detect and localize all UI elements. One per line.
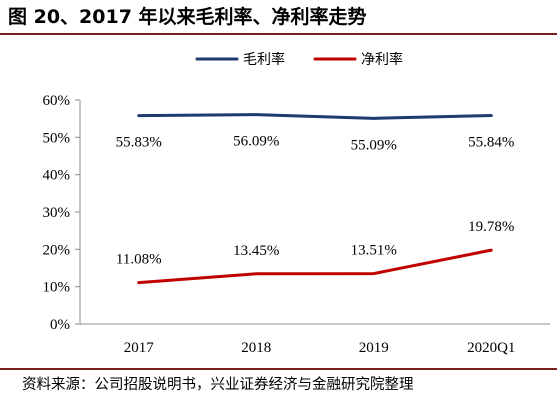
x-tick-label: 2018: [241, 340, 271, 356]
x-tick-label: 2017: [124, 340, 155, 356]
data-label: 13.51%: [351, 243, 397, 259]
line-chart: 0% 10% 20% 30% 40% 50% 60% 2017 2018 2019 2020Q1 55…: [43, 51, 550, 356]
y-tick-label: 20%: [43, 242, 71, 258]
y-tick-label: 50%: [43, 130, 71, 146]
data-label: 55.84%: [468, 135, 514, 151]
data-label: 13.45%: [233, 243, 279, 259]
x-tick-label: 2019: [359, 340, 389, 356]
y-tick-label: 30%: [43, 205, 71, 221]
series-line-1: [137, 113, 493, 120]
data-label: 55.83%: [116, 135, 162, 151]
figure-title: 图 20、2017 年以来毛利率、净利率走势: [8, 6, 367, 28]
source-rule: [0, 368, 557, 370]
data-label: 55.09%: [351, 137, 397, 153]
data-label: 19.78%: [468, 219, 514, 235]
source-note: 资料来源：公司招股说明书，兴业证券经济与金融研究院整理: [22, 377, 414, 393]
title-rule: [0, 33, 557, 35]
y-tick-label: 40%: [43, 168, 71, 184]
y-tick-label: 0%: [50, 317, 70, 333]
y-tick-label: 10%: [43, 280, 71, 296]
data-label: 11.08%: [116, 252, 162, 268]
x-tick-label: 2020Q1: [467, 340, 515, 356]
legend-label-1: 毛利率: [243, 51, 285, 68]
legend-label-2: 净利率: [361, 51, 403, 68]
data-label: 56.09%: [233, 134, 279, 150]
series-line-2: [137, 248, 493, 285]
y-tick-label: 60%: [43, 93, 71, 109]
